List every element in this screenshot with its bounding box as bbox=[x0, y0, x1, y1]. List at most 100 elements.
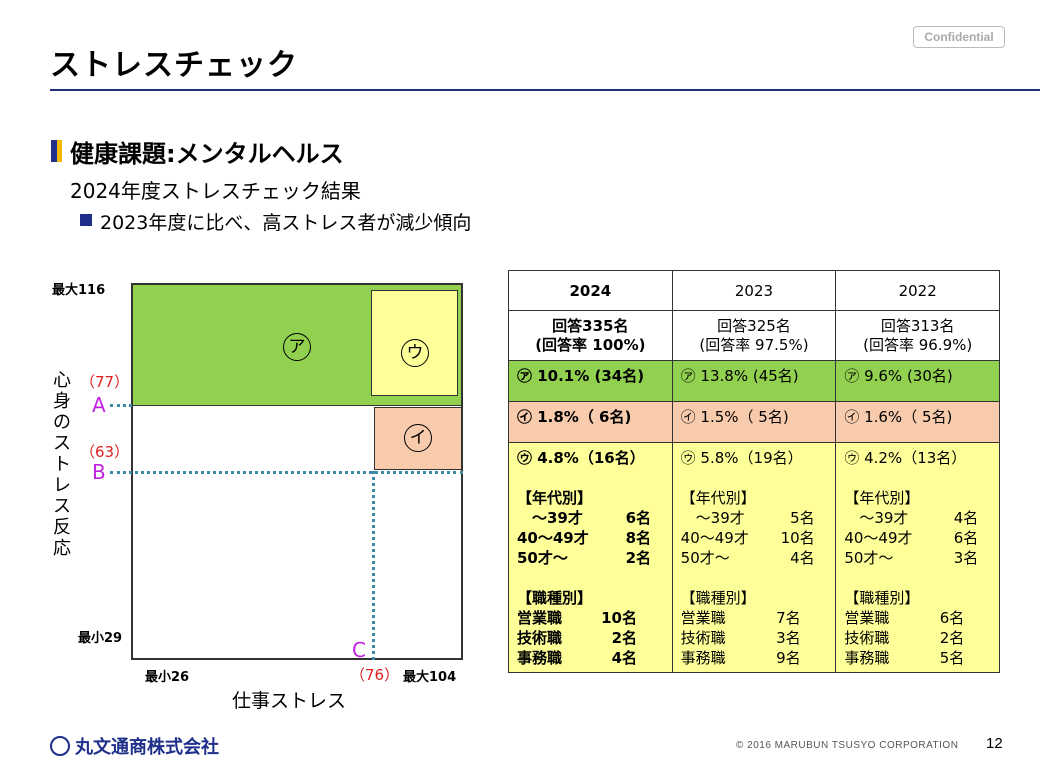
age-row: 50才～ 2名 bbox=[517, 548, 664, 568]
threshold-a-value: （77） bbox=[80, 373, 130, 391]
age-row: 40～49才 10名 bbox=[681, 528, 828, 548]
x-max-label: 最大104 bbox=[403, 670, 457, 685]
heading-marker-accent-icon bbox=[57, 140, 62, 162]
year-header-2024: 2024 bbox=[508, 270, 673, 311]
age-group: 50才～ bbox=[517, 549, 568, 567]
heading-marker-icon bbox=[51, 140, 57, 162]
title-divider bbox=[50, 89, 1040, 91]
job-count: 9名 bbox=[776, 649, 801, 667]
age-row: ～39才 5名 bbox=[681, 508, 828, 528]
job-row: 事務職 4名 bbox=[517, 648, 664, 668]
age-count: 8名 bbox=[625, 529, 651, 547]
job-type: 事務職 bbox=[517, 649, 563, 667]
job-row: 事務職 9名 bbox=[681, 648, 828, 668]
age-count: 6名 bbox=[625, 509, 651, 527]
age-count: 6名 bbox=[953, 529, 979, 547]
threshold-c-letter: C bbox=[352, 638, 366, 662]
confidential-badge: Confidential bbox=[913, 26, 1005, 48]
age-heading: 【年代別】 bbox=[844, 489, 920, 507]
job-type: 営業職 bbox=[517, 609, 563, 627]
bullet-text: 2023年度に比べ、高ストレス者が減少傾向 bbox=[100, 212, 472, 234]
company-name: 丸文通商株式会社 bbox=[75, 737, 219, 758]
table-row-zone-i: ㋑ 1.8%（ 6名) ㋑ 1.5%（ 5名) ㋑ 1.6%（ 5名) bbox=[508, 401, 1000, 443]
job-count: 7名 bbox=[776, 609, 801, 627]
year-header-2022: 2022 bbox=[835, 270, 1000, 311]
responses-cell: 回答335名 (回答率 100%) bbox=[508, 310, 673, 361]
age-row: 40～49才 8名 bbox=[517, 528, 664, 548]
job-heading: 【職種別】 bbox=[680, 589, 756, 607]
zone-u-summary: ㋒ 5.8%（19名） bbox=[680, 449, 803, 467]
job-row: 営業職 6名 bbox=[844, 608, 991, 628]
job-count: 5名 bbox=[939, 649, 965, 667]
square-bullet-icon bbox=[80, 214, 92, 226]
job-row: 技術職 2名 bbox=[517, 628, 664, 648]
zone-u-cell: ㋒ 4.8%（16名） 【年代別】 ～39才 6名 40～49才 8名 50才～ 2名 【職種… bbox=[508, 442, 673, 673]
table-header-row: 2024 2023 2022 bbox=[508, 270, 1000, 311]
job-heading: 【職種別】 bbox=[517, 589, 593, 607]
zone-u-label: ウ bbox=[401, 339, 429, 367]
job-count: 3名 bbox=[776, 629, 801, 647]
zone-a-cell: ㋐ 13.8% (45名) bbox=[671, 360, 837, 402]
zone-u-summary: ㋒ 4.8%（16名） bbox=[517, 449, 645, 467]
job-count: 2名 bbox=[939, 629, 965, 647]
job-type: 技術職 bbox=[517, 629, 563, 647]
threshold-b-line bbox=[110, 471, 463, 474]
zone-a-cell: ㋐ 9.6% (30名) bbox=[835, 360, 1000, 402]
age-group: ～39才 bbox=[680, 509, 745, 527]
x-axis-label: 仕事ストレス bbox=[232, 690, 347, 712]
job-row: 技術職 2名 bbox=[844, 628, 991, 648]
job-count: 10名 bbox=[601, 609, 637, 627]
y-max-label: 最大116 bbox=[52, 283, 106, 298]
age-group: ～39才 bbox=[844, 509, 909, 527]
threshold-b-letter: B bbox=[92, 460, 106, 484]
job-heading: 【職種別】 bbox=[844, 589, 920, 607]
section-heading: 健康課題:メンタルヘルス bbox=[70, 140, 344, 168]
threshold-a-line bbox=[110, 404, 132, 407]
zone-u-cell: ㋒ 5.8%（19名） 【年代別】 ～39才 5名 40～49才 10名 50才～ 4名 【職… bbox=[671, 442, 837, 673]
responses-cell: 回答325名 (回答率 97.5%) bbox=[671, 310, 837, 361]
year-header-2023: 2023 bbox=[671, 270, 837, 311]
zone-u-cell: ㋒ 4.2%（13名） 【年代別】 ～39才 4名 40～49才 6名 50才～ 3名 【職種… bbox=[835, 442, 1000, 673]
age-row: ～39才 4名 bbox=[844, 508, 991, 528]
table-row-responses: 回答335名 (回答率 100%) 回答325名 (回答率 97.5%) 回答3… bbox=[508, 310, 1000, 361]
response-rate: (回答率 96.9%) bbox=[863, 335, 973, 354]
zone-i-cell: ㋑ 1.6%（ 5名) bbox=[835, 401, 1000, 443]
age-heading: 【年代別】 bbox=[517, 489, 593, 507]
job-type: 技術職 bbox=[844, 629, 890, 647]
job-type: 営業職 bbox=[680, 609, 726, 627]
job-count: 4名 bbox=[611, 649, 637, 667]
age-group: 40～49才 bbox=[844, 529, 913, 547]
age-count: 4名 bbox=[790, 549, 815, 567]
page-number: 12 bbox=[986, 735, 1003, 752]
job-type: 技術職 bbox=[680, 629, 726, 647]
job-type: 営業職 bbox=[844, 609, 890, 627]
age-heading: 【年代別】 bbox=[680, 489, 756, 507]
y-min-label: 最小29 bbox=[78, 631, 123, 646]
age-count: 3名 bbox=[953, 549, 979, 567]
zone-i-label: イ bbox=[404, 424, 432, 452]
zone-i-cell: ㋑ 1.5%（ 5名) bbox=[671, 401, 837, 443]
age-group: 50才～ bbox=[844, 549, 894, 567]
age-count: 10名 bbox=[780, 529, 815, 547]
zone-a-label: ア bbox=[283, 333, 311, 361]
response-rate: (回答率 100%) bbox=[535, 335, 646, 354]
x-min-label: 最小26 bbox=[145, 670, 190, 685]
age-group: 40～49才 bbox=[680, 529, 749, 547]
threshold-c-line bbox=[372, 471, 375, 660]
responses-cell: 回答313名 (回答率 96.9%) bbox=[835, 310, 1000, 361]
company-logo: 丸文通商株式会社 bbox=[50, 733, 219, 759]
job-row: 事務職 5名 bbox=[844, 648, 991, 668]
response-rate: (回答率 97.5%) bbox=[699, 335, 809, 354]
threshold-c-value: （76） bbox=[350, 666, 400, 684]
job-count: 2名 bbox=[611, 629, 637, 647]
age-count: 5名 bbox=[790, 509, 815, 527]
table-row-zone-u: ㋒ 4.8%（16名） 【年代別】 ～39才 6名 40～49才 8名 50才～ 2名 【職種… bbox=[508, 442, 1000, 673]
job-type: 事務職 bbox=[680, 649, 726, 667]
job-row: 営業職 7名 bbox=[681, 608, 828, 628]
responses-count: 回答335名 bbox=[552, 316, 629, 335]
threshold-a-letter: A bbox=[92, 393, 106, 417]
responses-count: 回答313名 bbox=[880, 316, 955, 335]
y-axis-label: 心身のストレス反応 bbox=[53, 370, 71, 559]
job-count: 6名 bbox=[939, 609, 965, 627]
zone-i-cell: ㋑ 1.8%（ 6名) bbox=[508, 401, 673, 443]
